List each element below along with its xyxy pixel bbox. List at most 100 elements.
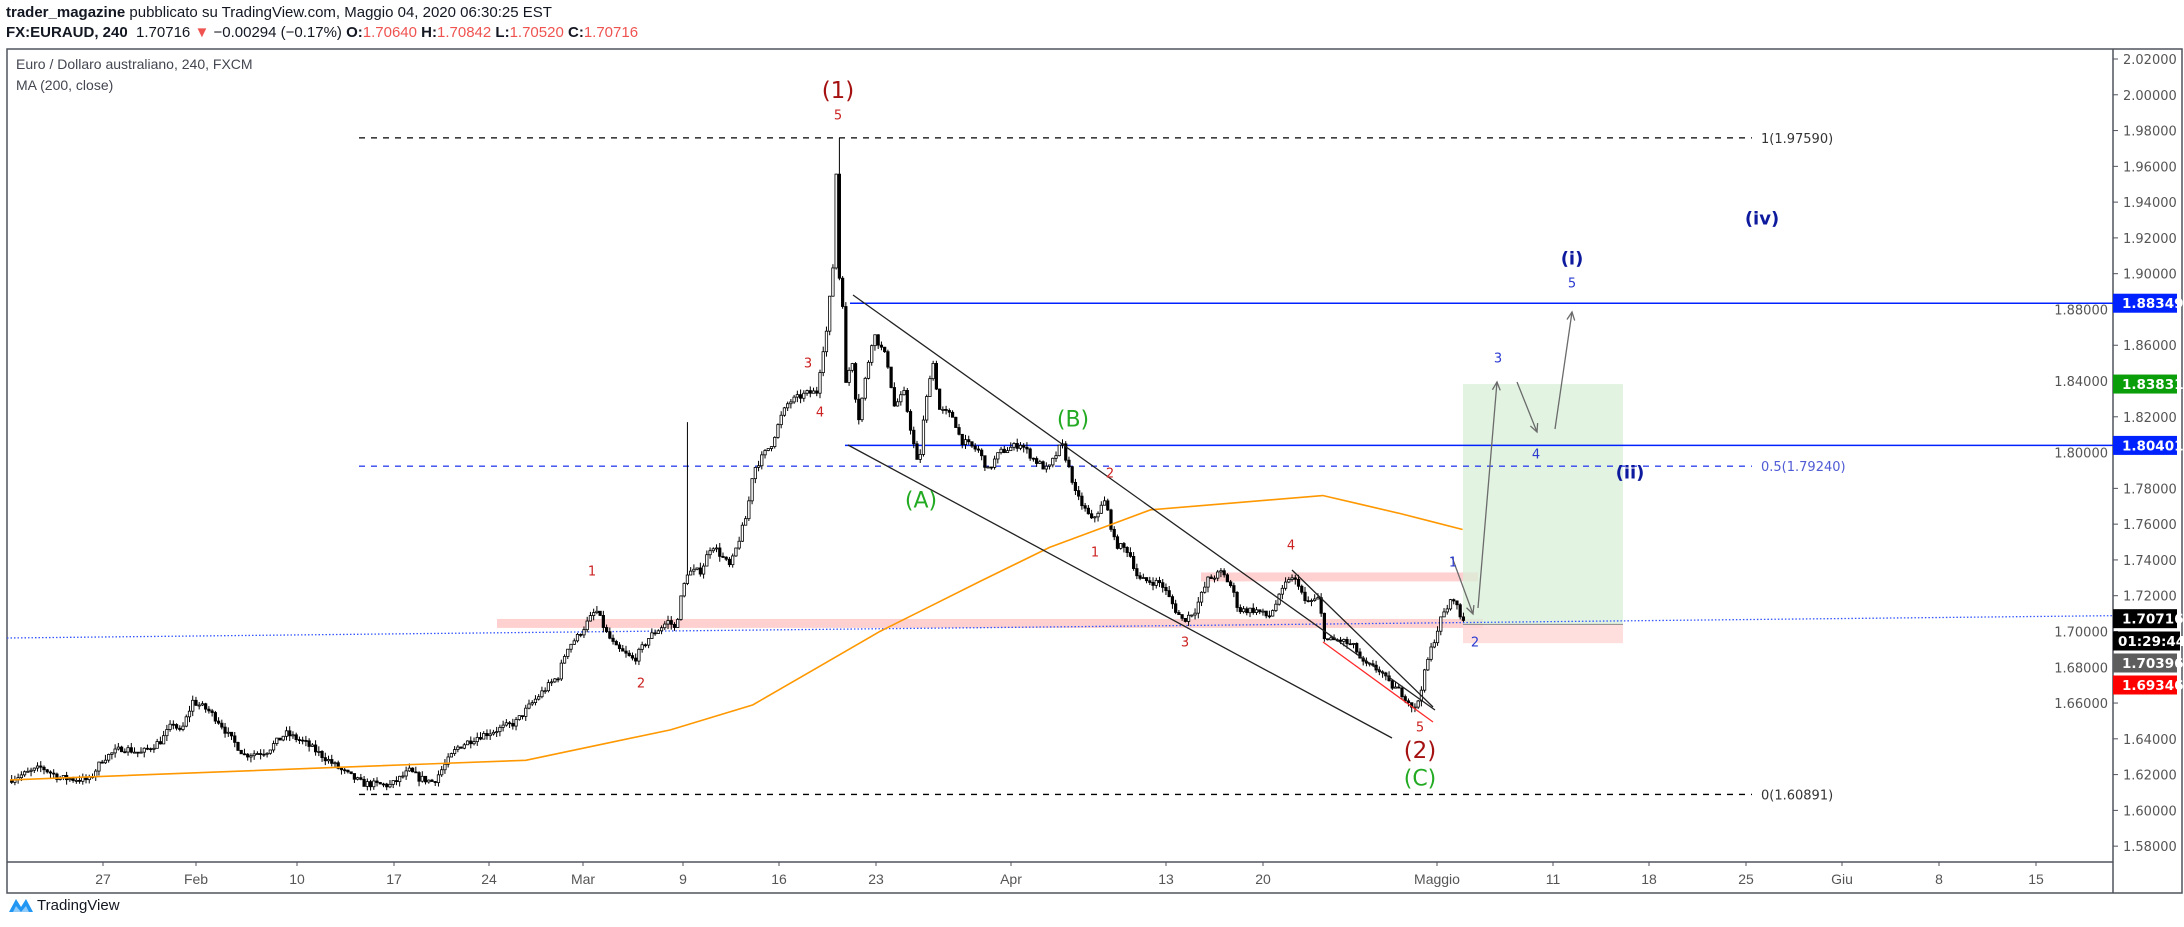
candle[interactable] (1064, 441, 1068, 463)
candle[interactable] (16, 773, 20, 784)
candle[interactable] (714, 544, 719, 553)
candle[interactable] (1122, 541, 1126, 553)
candle[interactable] (349, 771, 353, 775)
candle[interactable] (721, 552, 725, 558)
candle[interactable] (798, 389, 803, 404)
long-position-stop-zone[interactable] (1463, 624, 1623, 644)
candle[interactable] (792, 394, 796, 404)
candle[interactable] (1306, 596, 1310, 603)
candle[interactable] (676, 617, 680, 628)
candle[interactable] (947, 408, 951, 418)
candle[interactable] (456, 744, 460, 753)
candle[interactable] (553, 678, 557, 683)
candle[interactable] (433, 780, 437, 787)
candle[interactable] (417, 771, 421, 787)
candle[interactable] (307, 738, 311, 752)
candle[interactable] (1199, 591, 1204, 607)
candle[interactable] (204, 702, 208, 713)
candle[interactable] (824, 326, 829, 357)
candle[interactable] (469, 736, 473, 749)
candle[interactable] (737, 536, 741, 550)
candle[interactable] (1322, 612, 1326, 642)
candle[interactable] (145, 744, 150, 751)
candle[interactable] (1170, 594, 1175, 609)
candle[interactable] (110, 752, 114, 760)
candle[interactable] (1054, 451, 1058, 462)
candle[interactable] (892, 382, 896, 407)
candle[interactable] (275, 737, 279, 746)
author-name[interactable]: trader_magazine (6, 4, 126, 21)
candle[interactable] (216, 717, 221, 725)
candle[interactable] (1012, 442, 1016, 451)
candle[interactable] (132, 747, 137, 754)
candle[interactable] (685, 422, 690, 586)
candle[interactable] (1077, 486, 1081, 501)
candle[interactable] (666, 615, 670, 630)
candle[interactable] (1022, 443, 1026, 453)
candle[interactable] (1031, 457, 1035, 462)
candle[interactable] (388, 779, 392, 789)
candle[interactable] (776, 423, 780, 439)
candle[interactable] (905, 388, 909, 413)
candle[interactable] (184, 714, 188, 728)
candle[interactable] (941, 406, 945, 414)
candle[interactable] (692, 564, 696, 576)
moving-average-200-line[interactable] (10, 494, 1463, 781)
lower-channel-line[interactable] (847, 444, 1393, 739)
candle[interactable] (126, 745, 130, 756)
candle[interactable] (588, 611, 593, 622)
candle[interactable] (365, 778, 369, 791)
candle[interactable] (637, 647, 641, 666)
candle[interactable] (850, 362, 854, 373)
upper-channel-line[interactable] (852, 294, 1436, 711)
candle[interactable] (1435, 626, 1440, 646)
candle[interactable] (74, 777, 78, 784)
candle[interactable] (831, 264, 835, 297)
candle[interactable] (158, 736, 162, 745)
candle[interactable] (601, 610, 605, 633)
candle[interactable] (81, 773, 85, 785)
candle[interactable] (22, 770, 27, 777)
candle[interactable] (229, 731, 234, 740)
candle[interactable] (1406, 698, 1411, 707)
candle[interactable] (1458, 603, 1462, 620)
candle[interactable] (986, 465, 990, 469)
candle[interactable] (394, 776, 399, 786)
candle[interactable] (614, 639, 618, 646)
candle[interactable] (1429, 642, 1433, 662)
candle[interactable] (359, 773, 363, 781)
candle[interactable] (1229, 579, 1233, 588)
candle[interactable] (1206, 576, 1210, 593)
candle[interactable] (695, 567, 699, 571)
candle[interactable] (35, 762, 40, 772)
candle[interactable] (139, 747, 143, 754)
candle[interactable] (669, 616, 673, 630)
candle[interactable] (252, 750, 256, 760)
candle[interactable] (643, 643, 647, 648)
candle[interactable] (378, 781, 382, 785)
candle[interactable] (498, 724, 502, 737)
candle[interactable] (1390, 679, 1394, 691)
candle[interactable] (1313, 594, 1317, 602)
candle[interactable] (174, 723, 179, 731)
candle[interactable] (1047, 464, 1052, 470)
candle[interactable] (608, 627, 612, 640)
candle[interactable] (242, 748, 247, 756)
candle[interactable] (1316, 593, 1320, 600)
candle[interactable] (381, 782, 386, 788)
candle[interactable] (1222, 568, 1226, 578)
candle[interactable] (925, 394, 929, 423)
candle[interactable] (756, 460, 761, 472)
candle[interactable] (226, 727, 230, 737)
candle[interactable] (902, 386, 906, 396)
candle[interactable] (1180, 614, 1184, 621)
candle[interactable] (921, 415, 926, 457)
candle[interactable] (779, 411, 783, 429)
candle[interactable] (414, 766, 418, 774)
candle[interactable] (45, 768, 49, 774)
candle[interactable] (1283, 577, 1288, 591)
candle[interactable] (1212, 575, 1217, 583)
candle[interactable] (1293, 574, 1297, 585)
candle[interactable] (837, 137, 841, 281)
candle[interactable] (617, 642, 622, 652)
